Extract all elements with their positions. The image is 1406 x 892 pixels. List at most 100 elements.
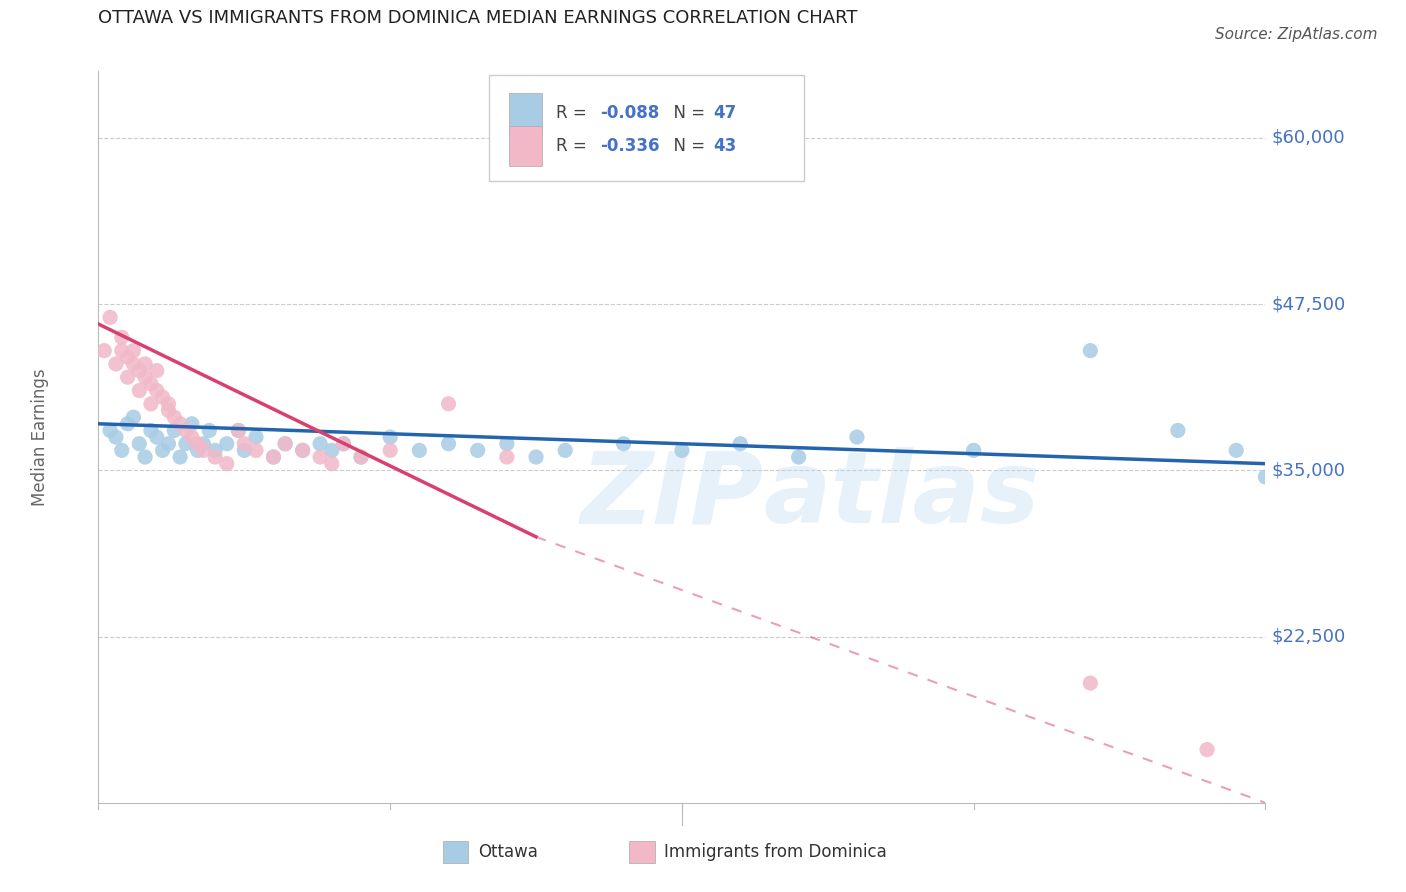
Point	[163, 410, 186, 425]
Point	[117, 417, 139, 431]
Point	[134, 450, 156, 464]
Point	[146, 384, 169, 398]
Point	[146, 363, 169, 377]
Text: $47,500: $47,500	[1271, 295, 1346, 313]
Bar	[509, 94, 541, 134]
Point	[274, 436, 297, 450]
Point	[128, 384, 150, 398]
Point	[204, 450, 226, 464]
Point	[380, 443, 402, 458]
Point	[128, 436, 150, 450]
Point	[233, 436, 256, 450]
Point	[437, 436, 460, 450]
Point	[193, 436, 215, 450]
Point	[554, 443, 576, 458]
Point	[262, 450, 284, 464]
Point	[309, 450, 332, 464]
Point	[787, 450, 810, 464]
Bar	[509, 127, 541, 167]
Point	[174, 424, 197, 438]
Text: R =: R =	[555, 137, 592, 155]
Point	[350, 450, 373, 464]
Point	[612, 436, 634, 450]
Point	[437, 397, 460, 411]
Point	[111, 330, 134, 344]
Point	[467, 443, 489, 458]
Text: $22,500: $22,500	[1271, 628, 1346, 646]
Text: Immigrants from Dominica: Immigrants from Dominica	[665, 843, 887, 861]
Point	[262, 450, 284, 464]
Point	[157, 403, 180, 417]
Point	[169, 450, 191, 464]
Point	[169, 417, 191, 431]
Point	[98, 424, 121, 438]
Point	[846, 430, 869, 444]
Text: Ottawa: Ottawa	[478, 843, 537, 861]
Text: 43: 43	[713, 137, 737, 155]
Point	[134, 370, 156, 384]
Point	[111, 443, 134, 458]
Point	[1080, 343, 1102, 358]
Point	[139, 376, 162, 391]
Point	[332, 436, 354, 450]
Point	[321, 457, 343, 471]
Point	[111, 343, 134, 358]
Text: -0.088: -0.088	[600, 104, 659, 122]
Point	[122, 410, 145, 425]
Point	[496, 436, 519, 450]
Text: N =: N =	[664, 137, 710, 155]
Point	[291, 443, 314, 458]
Point	[215, 436, 238, 450]
Point	[152, 390, 174, 404]
Point	[1254, 470, 1277, 484]
Point	[228, 424, 250, 438]
Text: N =: N =	[664, 104, 710, 122]
Point	[215, 457, 238, 471]
Bar	[630, 841, 655, 863]
Point	[163, 424, 186, 438]
Point	[93, 343, 115, 358]
Point	[496, 450, 519, 464]
Point	[104, 430, 127, 444]
Point	[245, 443, 267, 458]
Text: $35,000: $35,000	[1271, 461, 1346, 479]
Point	[122, 343, 145, 358]
Text: R =: R =	[555, 104, 592, 122]
Point	[524, 450, 547, 464]
Point	[291, 443, 314, 458]
Point	[321, 443, 343, 458]
Point	[1080, 676, 1102, 690]
Text: $60,000: $60,000	[1271, 128, 1346, 147]
Point	[228, 424, 250, 438]
Text: ZIP: ZIP	[581, 447, 763, 544]
Point	[204, 443, 226, 458]
Point	[180, 430, 202, 444]
Point	[139, 397, 162, 411]
Text: Source: ZipAtlas.com: Source: ZipAtlas.com	[1215, 27, 1378, 42]
Point	[157, 397, 180, 411]
Point	[117, 351, 139, 365]
Text: atlas: atlas	[763, 447, 1040, 544]
Point	[128, 363, 150, 377]
Point	[274, 436, 297, 450]
Point	[233, 443, 256, 458]
Point	[1195, 742, 1218, 756]
Text: OTTAWA VS IMMIGRANTS FROM DOMINICA MEDIAN EARNINGS CORRELATION CHART: OTTAWA VS IMMIGRANTS FROM DOMINICA MEDIA…	[98, 10, 858, 28]
Point	[139, 424, 162, 438]
Point	[187, 443, 209, 458]
Point	[962, 443, 984, 458]
Point	[152, 443, 174, 458]
Point	[671, 443, 693, 458]
Point	[1167, 424, 1189, 438]
Point	[122, 357, 145, 371]
Point	[408, 443, 430, 458]
Point	[380, 430, 402, 444]
Point	[309, 436, 332, 450]
FancyBboxPatch shape	[489, 75, 804, 181]
Point	[245, 430, 267, 444]
Point	[730, 436, 752, 450]
Text: -0.336: -0.336	[600, 137, 659, 155]
Text: 47: 47	[713, 104, 737, 122]
Text: Median Earnings: Median Earnings	[31, 368, 49, 506]
Point	[146, 430, 169, 444]
